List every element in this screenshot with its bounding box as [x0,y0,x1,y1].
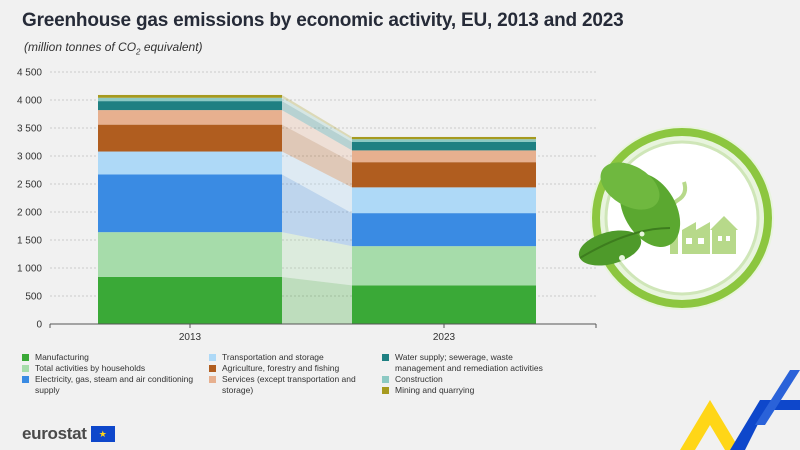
decorative-chevrons [680,370,800,450]
y-tick-label: 3 000 [17,152,42,163]
bar-segment [352,285,536,324]
legend-item-manufacturing: Manufacturing [22,352,197,363]
bar-segment [98,276,282,324]
y-tick-label: 500 [25,292,42,303]
yellow-chevron [680,400,740,450]
legend-swatch [22,365,29,372]
bar-segment [352,150,536,163]
y-tick-label: 2 000 [17,208,42,219]
chart-title: Greenhouse gas emissions by economic act… [22,10,624,31]
bar-segment [98,232,282,277]
legend-label: Manufacturing [35,352,89,362]
legend-label: Transportation and storage [222,352,324,362]
bar-segment [98,124,282,152]
chart-subtitle: (million tonnes of CO2 equivalent) [24,40,203,56]
legend-swatch [209,376,216,383]
legend-item-transportation: Transportation and storage [209,352,384,363]
y-tick-label: 1 500 [17,236,42,247]
leaf-icon [578,230,642,266]
legend-item-households: Total activities by households [22,363,197,374]
x-tick-label: 2023 [433,332,456,343]
connector-band [282,97,352,142]
stacked-bar-chart: 0 500 1 000 1 500 2 000 2 500 3 000 3 500 4 000 4… [17,68,597,343]
bar-segment [98,151,282,175]
factory-windows [686,236,730,244]
connector-band [282,101,352,151]
legend-swatch [382,387,389,394]
y-tick-label: 1 000 [17,264,42,275]
emblem-ring [592,128,772,308]
connector-band [282,124,352,188]
eurostat-logo: eurostat ★ [22,424,115,444]
legend-swatch [209,365,216,372]
legend-item-construction: Construction [382,374,557,385]
legend-swatch [22,376,29,383]
bar-segment [352,136,536,140]
legend-swatch [382,376,389,383]
leaf-stem [579,227,671,259]
bar-segment [352,187,536,214]
leaf-icon [600,162,660,210]
connector-band [282,94,352,140]
y-tick-label: 3 500 [17,124,42,135]
legend-swatch [22,354,29,361]
legend-item-mining: Mining and quarrying [382,385,557,396]
subtitle-subscript: 2 [136,47,141,57]
connector-band [282,232,352,286]
legend-item-services: Services (except transportation and stor… [209,374,389,396]
legend-label: Electricity, gas, steam and air conditio… [35,374,194,395]
connector-band [282,276,352,324]
legend-swatch [382,354,389,361]
legend-label: Construction [395,374,443,384]
legend-label: Services (except transportation and stor… [222,374,356,395]
connector-band [282,174,352,247]
bar-segment [352,246,536,286]
y-tick-label: 4 500 [17,68,42,79]
legend-item-agriculture: Agriculture, forestry and fishing [209,363,384,374]
y-tick-label: 2 500 [17,180,42,191]
blue-chevron-stripe [755,370,800,425]
x-tick-label: 2013 [179,332,202,343]
legend-label: Mining and quarrying [395,385,475,395]
water-drop-icon [639,231,645,237]
bar-segment [352,139,536,142]
legend-label: Water supply; sewerage, waste management… [395,352,543,373]
bar-segment [98,101,282,111]
bar-segment [98,110,282,125]
eu-flag-icon: ★ [90,426,115,442]
connector-band [282,110,352,163]
bar-segment [98,94,282,98]
green-factory-emblem [578,126,774,310]
bar-segment [352,213,536,247]
legend-label: Total activities by households [35,363,146,373]
bar-segment [352,162,536,188]
connector-band [282,151,352,214]
legend-label: Agriculture, forestry and fishing [222,363,340,373]
legend-item-electricity: Electricity, gas, steam and air conditio… [22,374,212,396]
water-drop-icon [619,255,625,261]
y-tick-label: 0 [36,320,42,331]
bar-segment [352,142,536,151]
y-tick-label: 4 000 [17,96,42,107]
subtitle-suffix: equivalent) [140,40,203,54]
blue-chevron [730,400,800,450]
bar-segment [98,97,282,102]
legend-item-water-supply: Water supply; sewerage, waste management… [382,352,557,374]
subtitle-prefix: (million tonnes of CO [24,40,137,54]
legend-swatch [209,354,216,361]
bar-segment [98,174,282,233]
brand-name: eurostat [22,424,87,443]
